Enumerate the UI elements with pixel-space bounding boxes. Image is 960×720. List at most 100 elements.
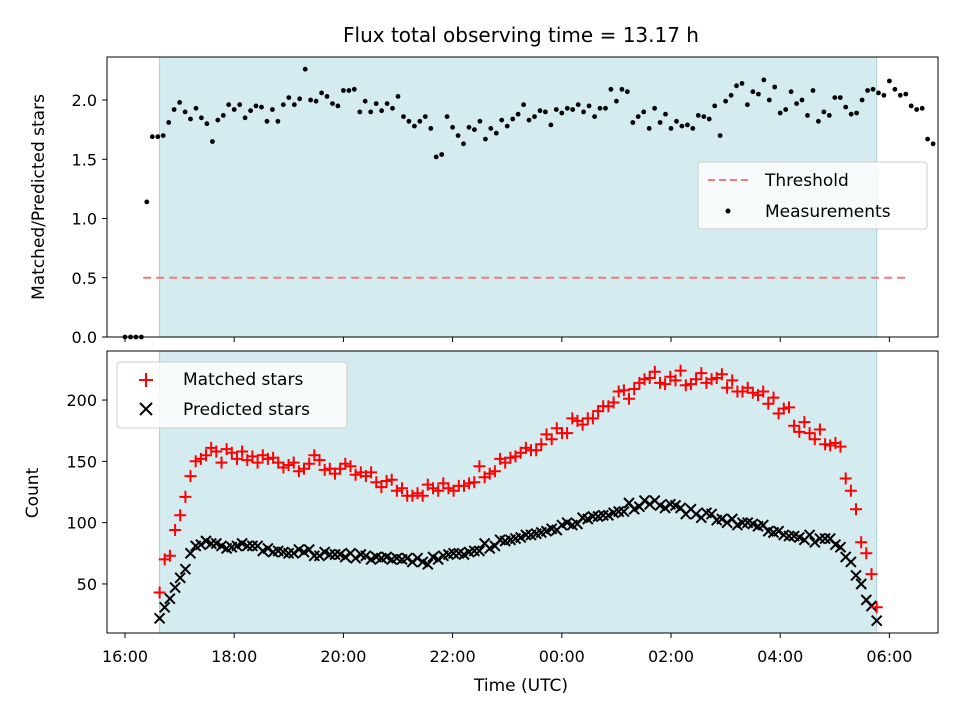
predicted-star-point — [659, 502, 671, 514]
matched-star-point — [798, 416, 811, 429]
measurement-point — [783, 107, 789, 112]
measurement-point — [362, 98, 368, 104]
predicted-star-point — [803, 529, 816, 541]
top-y-axis-label: Matched/Predicted stars — [29, 94, 49, 300]
measurement-point — [750, 89, 756, 95]
bottom-legend-box — [116, 361, 348, 429]
matched-star-point — [824, 439, 837, 452]
matched-star-point — [674, 364, 687, 377]
matched-star-point — [344, 460, 357, 473]
measurement-point — [881, 92, 887, 98]
matched-star-point — [163, 549, 176, 562]
matched-star-point — [679, 379, 692, 392]
measurement-point — [226, 102, 232, 108]
measurement-point — [772, 84, 778, 90]
matched-star-point — [292, 465, 305, 478]
measurement-point — [674, 118, 679, 124]
measurement-point — [472, 127, 477, 132]
matched-star-point — [530, 444, 543, 457]
predicted-star-point — [324, 548, 336, 561]
measurement-point — [685, 122, 690, 128]
measurement-point — [919, 105, 925, 111]
measurement-point — [908, 103, 914, 109]
predicted-star-point — [850, 569, 862, 582]
top-axes-frame — [106, 56, 939, 338]
measurement-point — [510, 116, 516, 122]
legend-matched-label: Matched stars — [183, 370, 303, 390]
measurement-point — [171, 107, 177, 112]
measurement-point — [837, 95, 843, 100]
top-y-tick-label: 0.5 — [72, 269, 97, 288]
matched-star-point — [411, 487, 424, 500]
matched-star-point — [860, 547, 873, 560]
predicted-star-point — [179, 563, 192, 575]
top-panel: 0.00.51.01.52.0 Matched/Predicted stars … — [29, 56, 939, 347]
matched-star-point — [808, 433, 821, 446]
matched-star-point — [287, 456, 300, 469]
matched-star-point — [349, 468, 362, 481]
matched-star-point — [406, 489, 419, 502]
measurement-point — [330, 101, 335, 106]
measurement-point — [144, 199, 150, 205]
measurement-point — [892, 86, 898, 92]
matched-star-point — [767, 391, 780, 404]
matched-star-point — [643, 372, 656, 384]
measurement-point — [848, 111, 854, 117]
matched-star-point — [189, 455, 202, 468]
predicted-star-point — [716, 513, 728, 525]
matched-star-point — [628, 383, 641, 395]
measurement-point — [253, 103, 259, 109]
predicted-star-point — [308, 550, 321, 562]
matched-star-point — [762, 397, 775, 410]
measurement-point — [182, 109, 188, 115]
predicted-star-point — [612, 505, 625, 518]
bottom-y-ticks: 50 100 150 200 — [66, 391, 107, 594]
measurement-point — [166, 120, 172, 125]
matched-star-point — [282, 459, 295, 471]
measurement-point — [199, 115, 204, 121]
measurement-point — [532, 114, 537, 119]
measurement-point — [739, 81, 745, 86]
measurement-point — [559, 110, 565, 116]
predicted-star-point — [246, 540, 259, 552]
measurement-point — [444, 114, 450, 119]
predicted-star-point — [282, 547, 295, 560]
measurement-point — [734, 83, 739, 89]
measurement-point — [341, 88, 346, 93]
predicted-star-point — [597, 509, 609, 522]
measurement-point — [210, 139, 215, 144]
matched-star-point — [834, 440, 847, 453]
matched-star-point — [690, 373, 703, 386]
matched-star-point — [427, 482, 439, 495]
matched-star-point — [783, 401, 795, 414]
matched-star-point — [231, 452, 243, 465]
matched-star-point — [179, 490, 192, 503]
measurement-points — [122, 66, 936, 340]
matched-star-point — [225, 446, 238, 459]
measurement-point — [417, 118, 423, 124]
predicted-star-point — [360, 550, 372, 562]
top-y-tick-label: 1.0 — [72, 210, 97, 229]
matched-star-point — [210, 445, 223, 458]
measurement-point — [603, 105, 608, 111]
matched-star-point — [432, 484, 445, 497]
measurement-point — [799, 97, 805, 103]
matched-star-point — [819, 438, 832, 451]
measurement-point — [766, 97, 772, 103]
matched-star-point — [870, 601, 883, 614]
bottom-y-tick-label: 150 — [66, 452, 97, 471]
measurement-point — [816, 118, 821, 124]
measurement-point — [630, 120, 636, 125]
measurement-point — [439, 152, 445, 157]
top-y-tick-label: 2.0 — [72, 91, 97, 110]
matched-star-point — [545, 433, 558, 446]
measurement-point — [357, 109, 363, 115]
measurement-point — [543, 109, 548, 115]
predicted-star-point — [520, 529, 532, 541]
matched-star-point — [777, 402, 790, 415]
measurement-point — [728, 92, 734, 98]
predicted-star-point — [473, 545, 486, 557]
bottom-x-tick-label: 00:00 — [539, 647, 585, 666]
matched-star-point — [535, 438, 548, 451]
top-legend: Threshold Measurements — [697, 161, 928, 230]
